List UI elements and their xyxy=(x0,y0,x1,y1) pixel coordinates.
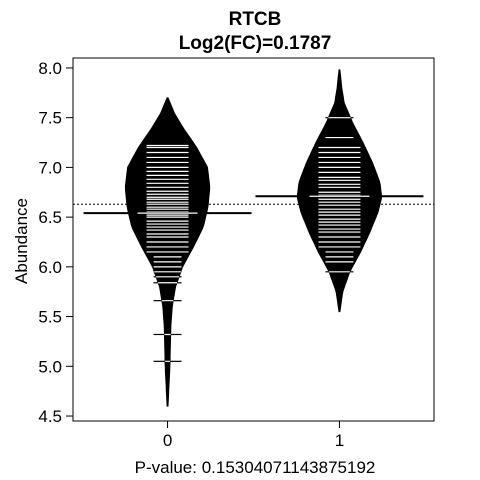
y-tick-label: 5.0 xyxy=(38,357,62,376)
bean-1 xyxy=(255,69,424,313)
x-tick-label: 1 xyxy=(335,431,344,450)
y-tick-label: 6.0 xyxy=(38,258,62,277)
y-tick-label: 4.5 xyxy=(38,407,62,426)
plot-border xyxy=(72,57,435,422)
y-tick-label: 7.0 xyxy=(38,158,62,177)
y-tick-label: 8.0 xyxy=(38,59,62,78)
chart-title: RTCB xyxy=(229,9,282,30)
x-axis-label: P-value: 0.15304071143875192 xyxy=(135,458,376,477)
bean-0 xyxy=(83,97,252,407)
chart-subtitle: Log2(FC)=0.1787 xyxy=(179,33,332,54)
plot-area: 4.5 5.0 5.5 6.0 6.5 7.0 7.5 8.0 0 1 xyxy=(38,57,435,450)
y-axis-label: Abundance xyxy=(12,198,31,284)
y-tick-label: 5.5 xyxy=(38,308,62,327)
bean-shape xyxy=(296,69,383,313)
x-tick-label: 0 xyxy=(163,431,172,450)
y-tick-label: 6.5 xyxy=(38,208,62,227)
y-tick-label: 7.5 xyxy=(38,109,62,128)
